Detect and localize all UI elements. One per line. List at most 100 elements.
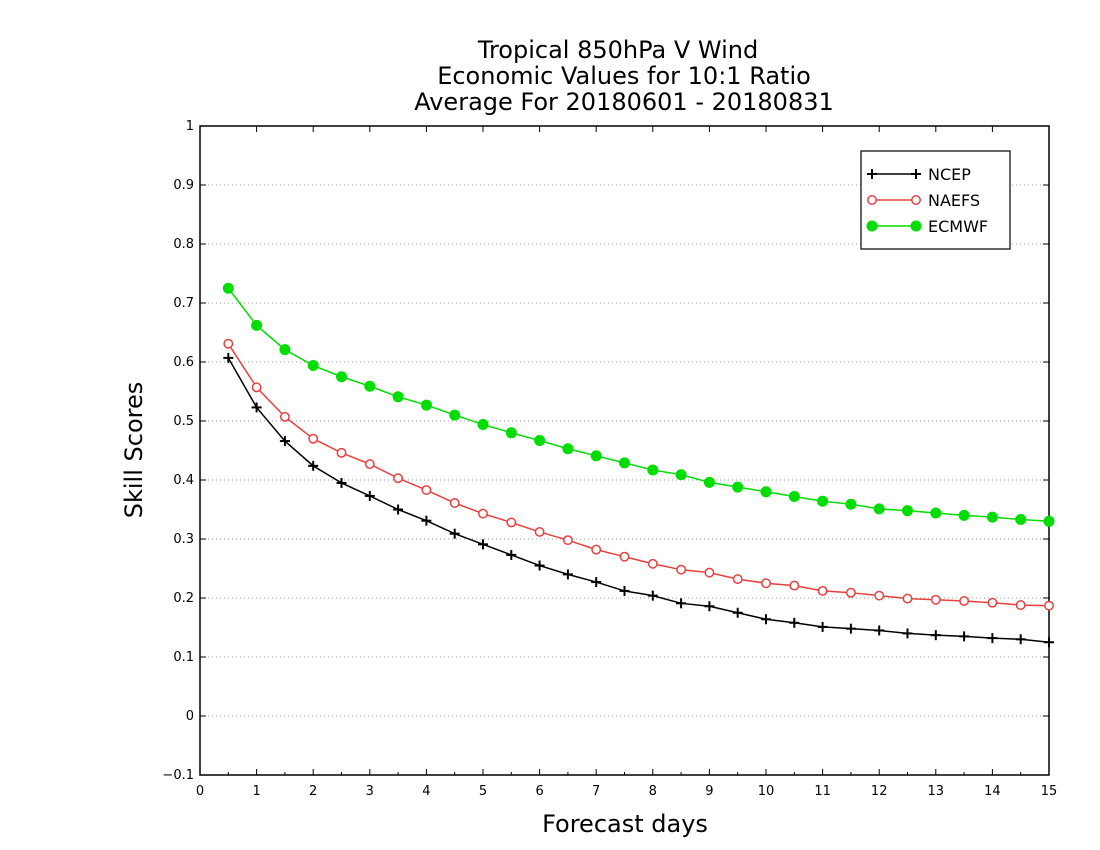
x-tick-label: 7 <box>592 784 600 799</box>
data-point <box>619 585 630 596</box>
data-point <box>902 593 913 604</box>
data-point <box>506 517 517 528</box>
legend-label: ECMWF <box>928 217 988 236</box>
data-point <box>732 574 743 585</box>
data-point <box>222 282 234 294</box>
data-point <box>364 380 376 392</box>
data-point <box>591 577 602 588</box>
data-point <box>930 507 942 519</box>
series-naefs <box>223 338 1054 611</box>
data-point <box>760 486 772 498</box>
data-point <box>704 601 715 612</box>
legend: NCEP NAEFS ECMWF <box>860 150 1011 250</box>
data-point <box>930 630 941 641</box>
x-tick-label: 6 <box>535 784 543 799</box>
title-line-1: Tropical 850hPa V Wind <box>477 36 758 64</box>
data-point <box>1043 515 1055 527</box>
x-tick-label: 5 <box>479 784 487 799</box>
data-point <box>534 434 546 446</box>
data-point <box>761 578 771 589</box>
data-point <box>817 585 828 596</box>
x-tick-label: 13 <box>928 784 945 799</box>
y-tick-label: −0.1 <box>162 768 194 783</box>
data-point <box>421 485 432 495</box>
series-ecmwf <box>222 282 1055 527</box>
data-point <box>307 360 319 372</box>
data-point <box>279 411 290 422</box>
series-layer <box>222 282 1055 648</box>
y-tick-label: 0.6 <box>173 355 194 370</box>
y-tick-label: 0.7 <box>173 296 194 311</box>
data-point <box>534 560 545 571</box>
data-point <box>251 382 262 393</box>
data-point <box>308 460 319 471</box>
data-point <box>647 590 658 601</box>
data-point <box>817 495 829 507</box>
data-point <box>591 544 602 555</box>
x-tick-label: 1 <box>252 784 260 799</box>
data-point <box>873 503 885 515</box>
data-point <box>732 607 743 618</box>
legend-marker <box>866 220 878 232</box>
data-point <box>1044 637 1054 648</box>
data-point <box>1044 600 1054 611</box>
data-point <box>732 481 744 493</box>
data-point <box>308 433 319 444</box>
data-point <box>959 631 970 642</box>
data-point <box>392 391 404 403</box>
data-point <box>562 535 573 546</box>
data-point <box>902 628 913 639</box>
legend-marker <box>911 195 921 205</box>
data-point <box>279 344 291 356</box>
y-axis-title: Skill Scores <box>120 382 148 519</box>
y-axis: −0.1 0 0.1 0.2 0.3 0.4 0.5 0.6 0.7 0.8 0.9 1 <box>162 119 1049 783</box>
series-line-ecmwf <box>227 287 1050 523</box>
data-point <box>703 476 715 488</box>
data-point <box>986 511 998 523</box>
data-point <box>987 597 998 608</box>
data-point <box>789 617 800 628</box>
data-point <box>647 558 658 569</box>
data-point <box>393 473 404 484</box>
data-point <box>223 352 234 363</box>
data-point <box>817 621 828 632</box>
y-tick-label: 0.1 <box>173 650 194 665</box>
data-point <box>336 477 347 488</box>
data-point <box>590 450 602 462</box>
data-point <box>251 319 263 331</box>
data-point <box>761 614 771 625</box>
x-axis: 0 1 2 3 4 5 6 7 8 9 10 11 12 13 14 15 <box>196 126 1057 799</box>
data-point <box>959 596 970 606</box>
data-point <box>789 580 800 591</box>
data-point <box>449 409 461 421</box>
y-tick-label: 0.9 <box>173 178 194 193</box>
x-tick-label: 8 <box>649 784 657 799</box>
x-axis-title: Forecast days <box>542 810 708 838</box>
data-point <box>223 338 234 349</box>
data-point <box>364 459 375 470</box>
plot-frame <box>199 125 1050 776</box>
data-point <box>393 504 404 515</box>
x-tick-label: 3 <box>366 784 374 799</box>
x-tick-label: 10 <box>758 784 775 799</box>
data-point <box>619 457 630 469</box>
y-tick-label: 0.3 <box>173 532 194 547</box>
data-point <box>1015 600 1026 611</box>
data-point <box>845 498 857 510</box>
x-tick-label: 9 <box>705 784 713 799</box>
series-ncep <box>223 352 1054 648</box>
data-point <box>421 515 432 526</box>
legend-marker <box>867 195 877 205</box>
data-point <box>845 623 856 634</box>
title-line-2: Economic Values for 10:1 Ratio <box>437 62 811 90</box>
data-point <box>506 549 517 560</box>
x-tick-label: 11 <box>814 784 831 799</box>
legend-marker <box>867 169 877 179</box>
data-point <box>676 598 687 609</box>
data-point <box>845 587 856 598</box>
data-point <box>675 469 687 481</box>
y-tick-label: 1 <box>186 119 194 134</box>
y-tick-label: 0.8 <box>173 237 194 252</box>
chart-title: Tropical 850hPa V Wind Economic Values f… <box>414 36 834 116</box>
